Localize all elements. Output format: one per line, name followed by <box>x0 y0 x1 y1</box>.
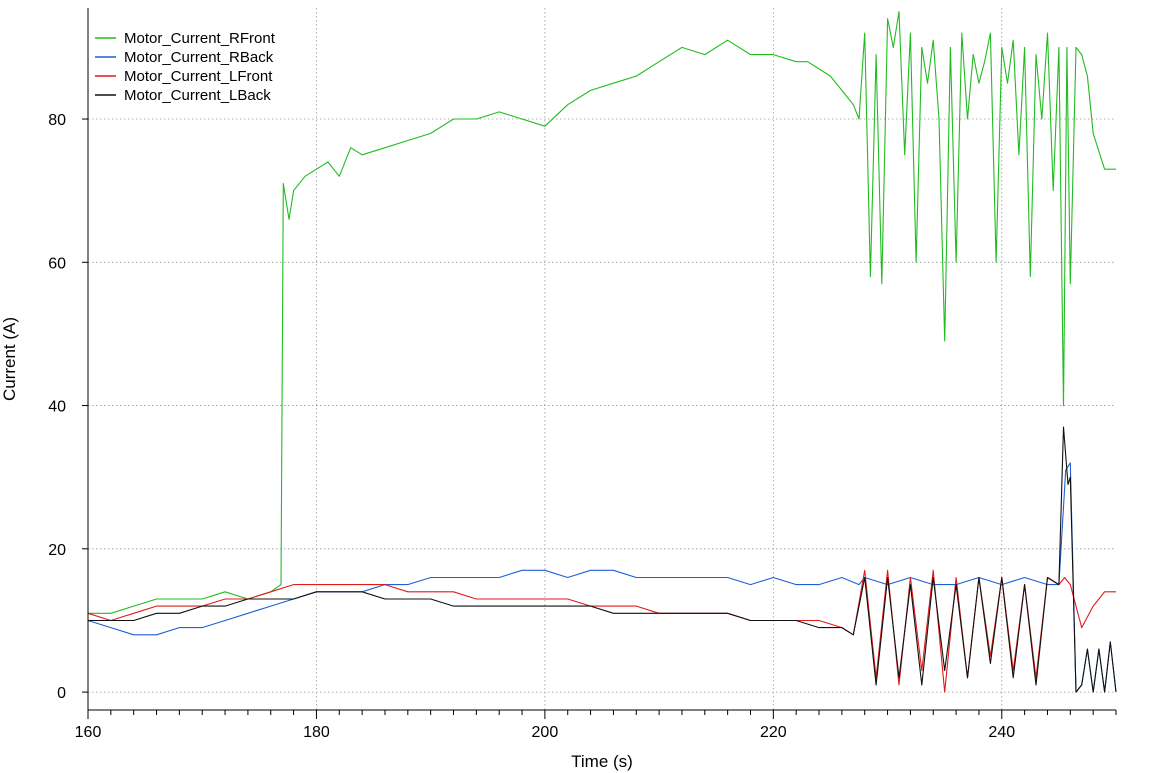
x-tick-label: 240 <box>988 724 1015 741</box>
y-axis-title: Current (A) <box>0 317 19 401</box>
y-tick-label: 60 <box>48 255 66 272</box>
legend-label: Motor_Current_RFront <box>124 30 276 47</box>
tick-marks: 160 180 200 220 240 0 20 40 60 80 <box>48 112 1117 741</box>
x-tick-label: 220 <box>760 724 787 741</box>
legend-label: Motor_Current_LFront <box>124 68 273 85</box>
axes <box>87 8 1116 711</box>
y-tick-label: 0 <box>57 685 66 702</box>
series-line-motor-current-lback <box>88 426 1117 693</box>
y-tick-label: 40 <box>48 399 66 416</box>
y-tick-label: 80 <box>48 112 66 129</box>
series-line-motor-current-rfront <box>88 11 1116 614</box>
x-axis-title: Time (s) <box>571 752 633 771</box>
x-tick-label: 180 <box>303 724 330 741</box>
x-tick-label: 160 <box>75 724 102 741</box>
legend-label: Motor_Current_RBack <box>124 49 274 66</box>
grid-lines <box>88 8 1116 710</box>
plot-area <box>87 11 1117 693</box>
legend: Motor_Current_RFront Motor_Current_RBack M… <box>95 30 276 104</box>
x-tick-label: 200 <box>532 724 559 741</box>
series-line-motor-current-rback <box>87 462 1117 693</box>
y-tick-label: 20 <box>48 542 66 559</box>
legend-label: Motor_Current_LBack <box>124 87 271 104</box>
